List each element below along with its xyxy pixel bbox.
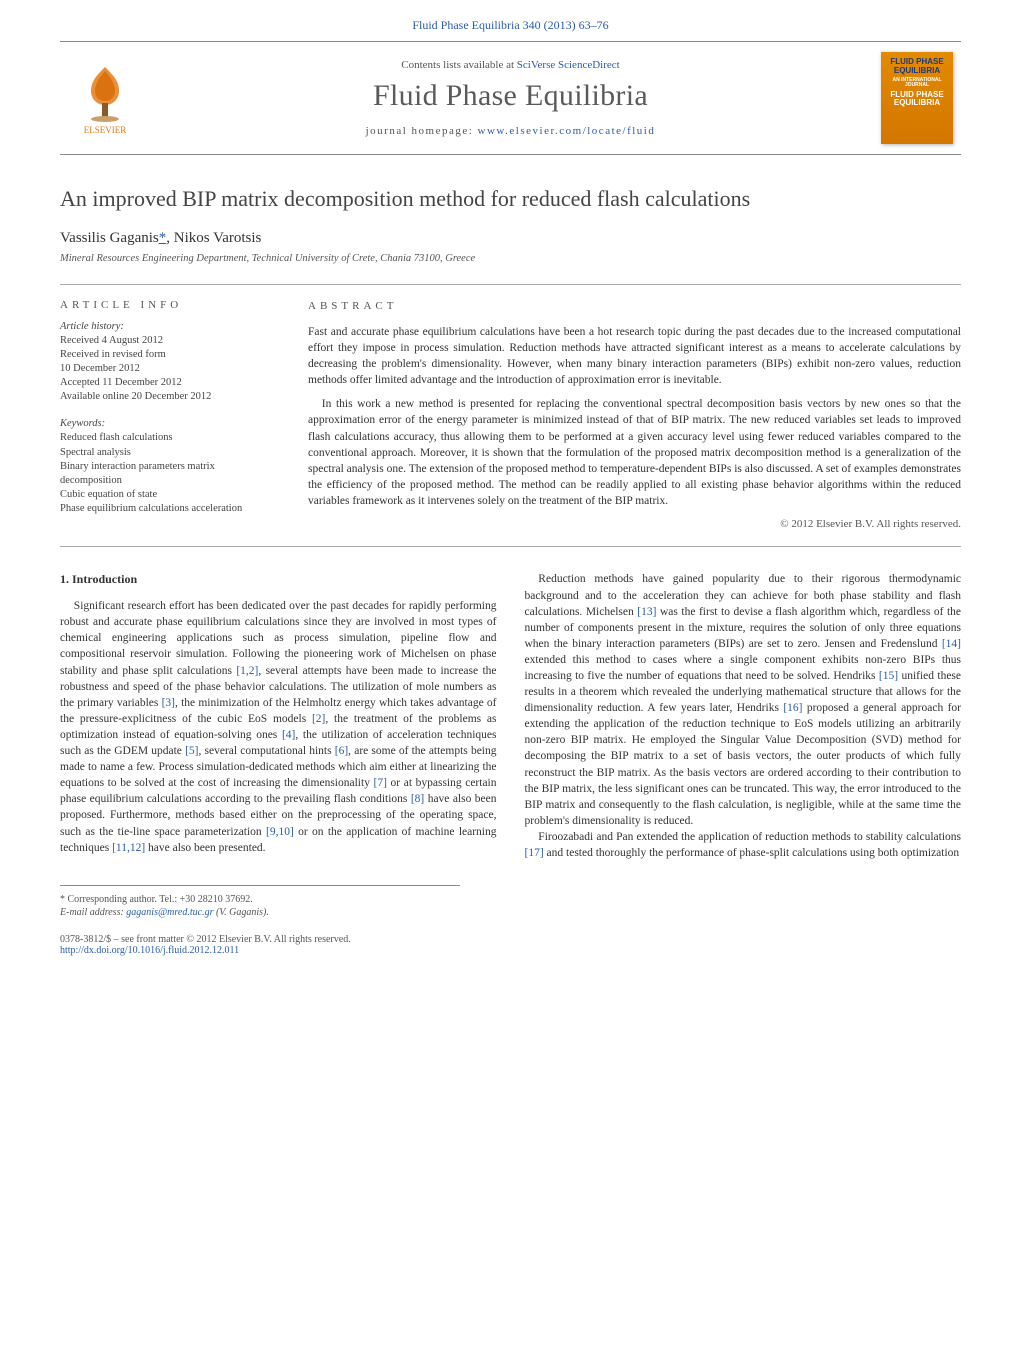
abstract-p1: Fast and accurate phase equilibrium calc… [308, 324, 961, 388]
ref-8[interactable]: [8] [411, 793, 424, 805]
intro-p1: Significant research effort has been ded… [60, 598, 497, 856]
section-1-heading: 1. Introduction [60, 571, 497, 588]
doi-link[interactable]: http://dx.doi.org/10.1016/j.fluid.2012.1… [60, 945, 239, 956]
ref-16[interactable]: [16] [783, 702, 802, 714]
body-columns: 1. Introduction Significant research eff… [60, 571, 961, 861]
email-label: E-mail address: [60, 907, 126, 918]
intro-p2: Reduction methods have gained popularity… [525, 571, 962, 829]
sciencedirect-link[interactable]: SciVerse ScienceDirect [517, 59, 620, 71]
keywords-label: Keywords: [60, 418, 272, 429]
article-info-heading: article info [60, 299, 272, 311]
abstract-p2: In this work a new method is presented f… [308, 396, 961, 509]
contents-prefix: Contents lists available at [401, 59, 516, 71]
publisher-logo-box: ELSEVIER [60, 47, 150, 149]
email-suffix: (V. Gaganis). [213, 907, 268, 918]
ref-14[interactable]: [14] [942, 638, 961, 650]
history-online: Available online 20 December 2012 [60, 390, 272, 404]
cover-text-5: EQUILIBRIA [894, 99, 940, 108]
article-front: An improved BIP matrix decomposition met… [60, 185, 961, 861]
author-list: Vassilis Gaganis*, Nikos Varotsis [60, 230, 961, 247]
email-line: E-mail address: gaganis@mred.tuc.gr (V. … [60, 907, 460, 918]
ref-15[interactable]: [15] [879, 670, 898, 682]
homepage-prefix: journal homepage: [366, 125, 478, 137]
abstract-block: abstract Fast and accurate phase equilib… [290, 285, 961, 547]
ref-11-12[interactable]: [11,12] [112, 842, 145, 854]
history-received: Received 4 August 2012 [60, 334, 272, 348]
cover-text-3: AN INTERNATIONAL JOURNAL [881, 78, 953, 89]
ref-5[interactable]: [5] [185, 745, 198, 757]
keyword-1: Reduced flash calculations [60, 431, 272, 445]
cover-text-2: EQUILIBRIA [894, 67, 940, 76]
history-label: Article history: [60, 321, 272, 332]
journal-name: Fluid Phase Equilibria [150, 79, 871, 113]
ref-17[interactable]: [17] [525, 847, 544, 859]
journal-homepage-link[interactable]: www.elsevier.com/locate/fluid [478, 125, 656, 137]
email-link[interactable]: gaganis@mred.tuc.gr [126, 907, 213, 918]
ref-13[interactable]: [13] [637, 606, 656, 618]
article-info-block: article info Article history: Received 4… [60, 285, 290, 547]
abstract-heading: abstract [308, 299, 961, 314]
publisher-logo-text: ELSEVIER [84, 125, 127, 135]
journal-homepage-line: journal homepage: www.elsevier.com/locat… [150, 125, 871, 137]
journal-cover-icon: FLUID PHASE EQUILIBRIA AN INTERNATIONAL … [881, 52, 953, 144]
ref-9-10[interactable]: [9,10] [266, 826, 294, 838]
intro-p3: Firoozabadi and Pan extended the applica… [525, 829, 962, 861]
keyword-4: Cubic equation of state [60, 488, 272, 502]
contents-list-line: Contents lists available at SciVerse Sci… [150, 59, 871, 71]
copyright-line: © 2012 Elsevier B.V. All rights reserved… [308, 517, 961, 532]
corresp-line: * Corresponding author. Tel.: +30 28210 … [60, 894, 460, 905]
history-revised-1: Received in revised form [60, 348, 272, 362]
keyword-2: Spectral analysis [60, 446, 272, 460]
author-1: Vassilis Gaganis [60, 230, 159, 246]
running-head: Fluid Phase Equilibria 340 (2013) 63–76 [0, 0, 1021, 41]
author-sep: , [166, 230, 174, 246]
article-title: An improved BIP matrix decomposition met… [60, 185, 961, 214]
ref-4[interactable]: [4] [282, 729, 295, 741]
history-revised-2: 10 December 2012 [60, 362, 272, 376]
corresponding-author-footer: * Corresponding author. Tel.: +30 28210 … [60, 885, 460, 918]
ref-1-2[interactable]: [1,2] [236, 665, 258, 677]
keyword-3: Binary interaction parameters matrix dec… [60, 460, 272, 488]
ref-2[interactable]: [2] [312, 713, 325, 725]
ref-6[interactable]: [6] [335, 745, 348, 757]
ref-3[interactable]: [3] [162, 697, 175, 709]
keyword-5: Phase equilibrium calculations accelerat… [60, 502, 272, 516]
masthead-center: Contents lists available at SciVerse Sci… [150, 49, 871, 147]
journal-cover-box: FLUID PHASE EQUILIBRIA AN INTERNATIONAL … [871, 42, 961, 154]
affiliation: Mineral Resources Engineering Department… [60, 253, 961, 264]
masthead: ELSEVIER Contents lists available at Sci… [60, 41, 961, 155]
author-2: Nikos Varotsis [174, 230, 262, 246]
elsevier-tree-icon: ELSEVIER [69, 59, 141, 137]
issn-line: 0378-3812/$ – see front matter © 2012 El… [60, 934, 961, 945]
info-abstract-row: article info Article history: Received 4… [60, 284, 961, 548]
doi-block: 0378-3812/$ – see front matter © 2012 El… [60, 934, 961, 956]
history-accepted: Accepted 11 December 2012 [60, 376, 272, 390]
ref-7[interactable]: [7] [374, 777, 387, 789]
